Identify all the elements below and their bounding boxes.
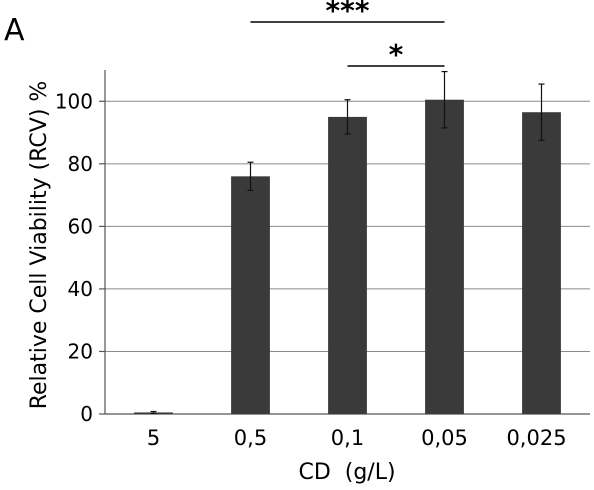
x-tick-label: 0,5 [234, 426, 267, 450]
y-tick-label: 40 [68, 277, 93, 301]
y-tick-label: 100 [55, 89, 93, 113]
x-tick-label: 0,025 [506, 426, 566, 450]
y-tick-label: 20 [68, 339, 93, 363]
significance-brackets: **** [250, 0, 445, 71]
y-tick-label: 60 [68, 214, 93, 238]
x-ticks: 5 0,5 0,1 0,05 0,025 [147, 426, 567, 450]
x-tick-label: 0,1 [331, 426, 364, 450]
panel-label: A [4, 13, 25, 48]
y-tick-label: 80 [68, 152, 93, 176]
x-tick-label: 0,05 [421, 426, 468, 450]
significance-label: *** [326, 0, 370, 27]
bars [134, 99, 561, 414]
x-tick-label: 5 [147, 426, 160, 450]
error-bars [150, 70, 545, 414]
significance-label: * [389, 38, 404, 71]
bar [231, 176, 270, 414]
x-axis-label: CD (g/L) [298, 460, 395, 485]
y-axis-label: Relative Cell Viability (RCV) % [27, 81, 52, 410]
y-tick-label: 0 [80, 402, 93, 426]
bar [425, 99, 464, 414]
bar [522, 112, 561, 414]
y-ticks: 0 20 40 60 80 100 [55, 89, 105, 426]
bar [328, 116, 367, 414]
